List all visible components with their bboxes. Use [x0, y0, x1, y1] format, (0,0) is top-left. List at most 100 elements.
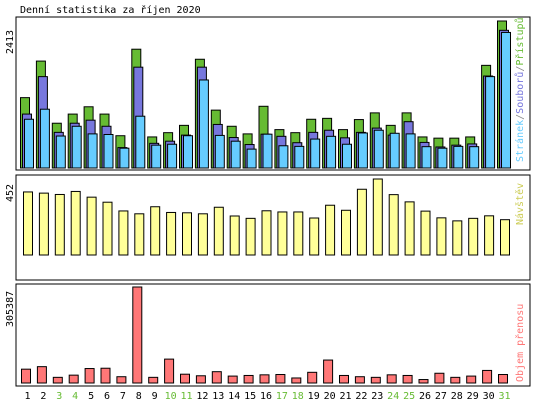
- visits-bar: [261, 210, 272, 256]
- visits-bar: [356, 188, 367, 256]
- x-tick-label: 8: [136, 391, 142, 402]
- x-tick-label: 27: [435, 391, 447, 402]
- volume-bar: [418, 379, 429, 384]
- visits-bar: [70, 190, 81, 256]
- x-tick-label: 24: [387, 391, 399, 402]
- x-tick-label: 7: [120, 391, 126, 402]
- visits-bar: [23, 191, 33, 256]
- x-tick-label: 23: [371, 391, 383, 402]
- x-tick-label: 4: [72, 391, 78, 402]
- volume-bar: [323, 359, 334, 384]
- visits-bar: [468, 217, 479, 256]
- visits-bar: [404, 201, 415, 256]
- pages-bar: [55, 135, 66, 169]
- volume-panel-frame: [15, 283, 531, 387]
- pages-bar: [310, 138, 321, 169]
- visits-bar: [277, 211, 288, 256]
- pages-bar: [357, 132, 368, 169]
- visits-panel-frame: [15, 174, 531, 281]
- visits-bar: [484, 215, 495, 256]
- x-tick-label: 15: [244, 391, 256, 402]
- x-tick-label: 30: [483, 391, 495, 402]
- volume-legend: Objem přenosu: [514, 304, 526, 382]
- legend-hits: Přístupů: [514, 17, 526, 65]
- x-tick-label: 1: [24, 391, 30, 402]
- volume-bar: [259, 374, 270, 384]
- visits-bar: [420, 210, 431, 256]
- pages-bar: [167, 143, 178, 169]
- visits-bar: [500, 219, 510, 256]
- visits-bar: [134, 213, 145, 256]
- volume-bar: [100, 367, 111, 384]
- volume-bar: [180, 373, 190, 384]
- pages-bar: [151, 144, 162, 169]
- volume-bar: [354, 376, 365, 384]
- pages-bar: [421, 146, 432, 169]
- volume-bar: [52, 376, 63, 384]
- volume-bar: [148, 376, 159, 384]
- visits-bar: [54, 193, 65, 256]
- legend-separator-1: /: [515, 114, 526, 120]
- x-tick-label: 9: [152, 391, 158, 402]
- pages-bar: [469, 146, 480, 169]
- pages-bar: [246, 148, 257, 169]
- volume-bar: [466, 375, 477, 384]
- x-tick-label: 18: [292, 391, 304, 402]
- visits-bar: [213, 206, 224, 256]
- visits-legend: Návštěv: [514, 183, 526, 225]
- visits-bar: [372, 178, 383, 256]
- x-tick-label: 19: [308, 391, 320, 402]
- x-tick-label: 29: [467, 391, 479, 402]
- visits-bar: [293, 211, 304, 256]
- volume-bar: [211, 371, 222, 384]
- volume-bar: [68, 374, 79, 384]
- pages-bar: [453, 145, 464, 169]
- visits-bar: [86, 196, 97, 256]
- visits-bar: [166, 211, 177, 256]
- volume-bar: [36, 366, 47, 384]
- visits-bar: [150, 206, 161, 256]
- volume-bar: [450, 376, 461, 384]
- pages-bar: [294, 145, 305, 169]
- bars-layer: [20, 20, 511, 384]
- pages-bar: [103, 133, 114, 169]
- visits-bar: [325, 204, 336, 256]
- x-tick-label: 6: [104, 391, 110, 402]
- pages-bar: [405, 133, 416, 169]
- pages-bar: [501, 31, 511, 169]
- pages-bar: [389, 132, 400, 169]
- x-tick-label: 11: [180, 391, 192, 402]
- pages-bar: [71, 125, 82, 169]
- pages-bar: [39, 108, 50, 169]
- visits-bar: [118, 210, 129, 256]
- pages-bar: [135, 115, 146, 169]
- pages-bar: [87, 133, 98, 169]
- volume-bar: [434, 372, 445, 384]
- volume-bar: [370, 376, 381, 384]
- visits-bar: [452, 220, 463, 256]
- visits-max-label: 452: [5, 184, 16, 202]
- pages-bar: [278, 145, 289, 169]
- x-tick-label: 3: [56, 391, 62, 402]
- volume-bar: [164, 358, 175, 384]
- x-tick-label: 5: [88, 391, 94, 402]
- visits-bar: [309, 217, 320, 256]
- volume-bar: [498, 374, 508, 384]
- x-tick-label: 16: [260, 391, 272, 402]
- x-tick-label: 25: [403, 391, 415, 402]
- pages-bar: [326, 135, 337, 169]
- volume-bar: [386, 374, 397, 384]
- visits-bar: [229, 215, 240, 256]
- legend-separator-2: /: [515, 66, 526, 72]
- pages-bar: [373, 129, 384, 169]
- hits-panel-frame: [15, 16, 531, 171]
- volume-bar: [275, 374, 286, 384]
- x-tick-label: 21: [339, 391, 351, 402]
- x-tick-label: 12: [196, 391, 208, 402]
- volume-bar: [116, 376, 127, 384]
- chart-title: Denní statistika za říjen 2020: [20, 4, 201, 16]
- pages-bar: [119, 147, 130, 169]
- volume-bar: [21, 368, 31, 384]
- legend-pages: Stránek: [514, 120, 526, 162]
